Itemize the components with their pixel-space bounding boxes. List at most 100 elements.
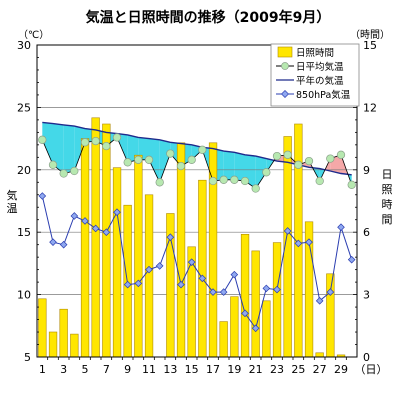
- right-tick-label-9: 9: [363, 164, 370, 177]
- 850hpa-point-day-7: [102, 228, 111, 236]
- 850hpa-point-day-15: [187, 258, 196, 266]
- x-tick-label-29: 29: [334, 363, 348, 376]
- left-axis-label-char-0: 温: [7, 202, 18, 215]
- 850hpa-point-day-14: [177, 280, 185, 289]
- 850hpa-point-day-5: [81, 217, 89, 225]
- daily-mean-point-day-25: [294, 160, 303, 169]
- x-tick-label-21: 21: [249, 363, 263, 376]
- daily-mean-point-day-9: [123, 158, 132, 167]
- 850hpa-point-day-26: [305, 238, 313, 246]
- sunshine-bar-day-28: [326, 273, 335, 358]
- axes: [36, 44, 358, 360]
- grid-lines: [37, 107, 357, 295]
- legend-marker-daily-mean: [281, 62, 289, 70]
- 850hpa-point-day-24: [283, 227, 292, 235]
- right-axis-label-char-2: 時: [382, 198, 393, 211]
- below-normal-fill-4-0: [74, 126, 85, 171]
- below-normal-fill-2-0: [53, 123, 64, 174]
- daily-mean-point-day-6: [91, 136, 100, 146]
- right-tick-label-12: 12: [363, 101, 377, 114]
- 850hpa-point-day-21: [251, 324, 260, 333]
- legend-entry-850hpa: 850hPa気温: [276, 89, 351, 101]
- right-axis-label-char-1: 照: [382, 183, 393, 196]
- 850hpa-point-day-18: [219, 288, 228, 296]
- 850hpa-point-day-22: [262, 284, 271, 293]
- x-tick-label-23: 23: [270, 363, 284, 376]
- right-tick-label-0: 0: [363, 351, 370, 364]
- 850hpa-point-day-29: [337, 223, 345, 232]
- sunshine-bar-day-27: [315, 352, 324, 358]
- daily-mean-point-day-15: [187, 155, 196, 164]
- x-tick-label-11: 11: [142, 363, 156, 376]
- daily-mean-point-day-30: [347, 180, 356, 189]
- sunshine-bar-day-4: [70, 333, 79, 358]
- legend-entry-daily-mean: 日平均気温: [276, 61, 344, 73]
- sunshine-bar-day-18: [219, 321, 228, 358]
- legend-label-normal: 平年の気温: [296, 75, 344, 87]
- 850hpa-point-day-8: [113, 208, 121, 217]
- daily-mean-point-day-19: [230, 175, 239, 184]
- x-tick-label-13: 13: [163, 363, 177, 376]
- legend-label-daily-mean: 日平均気温: [296, 61, 344, 73]
- daily-mean-point-day-5: [80, 138, 90, 147]
- sunshine-bar-day-21: [251, 250, 260, 358]
- right-tick-label-3: 3: [363, 289, 370, 302]
- sunshine-bar-day-16: [198, 179, 207, 358]
- legend-label-sunshine: 日照時間: [296, 48, 334, 59]
- daily-mean-point-day-20: [240, 176, 250, 186]
- daily-mean-point-day-14: [176, 161, 186, 171]
- 850hpa-point-day-2: [49, 238, 57, 246]
- sunshine-bar-day-1: [38, 298, 47, 358]
- daily-mean-point-day-16: [198, 145, 207, 154]
- sunshine-bar-day-6: [91, 117, 100, 358]
- below-normal-fill-11-0: [149, 138, 160, 183]
- x-tick-label-1: 1: [39, 363, 46, 376]
- right-axis-label-char-0: 日: [382, 168, 393, 181]
- sunshine-bar-day-10: [134, 154, 143, 358]
- left-tick-label-10: 10: [17, 289, 31, 302]
- daily-mean-point-day-12: [155, 178, 164, 187]
- right-axis-label-char-3: 間: [382, 213, 393, 226]
- daily-mean-point-day-2: [48, 160, 58, 169]
- right-axis-unit: （時間）: [350, 29, 390, 41]
- 850hpa-point-day-9: [123, 280, 132, 289]
- right-tick-label-6: 6: [363, 226, 370, 239]
- daily-mean-point-day-18: [219, 175, 228, 184]
- left-tick-label-20: 20: [17, 164, 31, 177]
- daily-mean-point-day-27: [315, 176, 324, 186]
- sunshine-bar-day-22: [262, 300, 271, 358]
- x-tick-label-17: 17: [206, 363, 220, 376]
- legend-label-850hpa: 850hPa気温: [296, 89, 351, 101]
- x-tick-label-3: 3: [60, 363, 67, 376]
- left-tick-label-30: 30: [17, 39, 31, 52]
- legend-entry-normal: 平年の気温: [276, 75, 344, 87]
- 850hpa-point-day-25: [294, 239, 303, 248]
- 850hpa-point-day-4: [70, 212, 79, 220]
- sunshine-bar-day-14: [176, 142, 186, 358]
- below-normal-fill-18-0: [223, 151, 235, 180]
- x-tick-label-7: 7: [103, 363, 110, 376]
- sunshine-bar-day-8: [112, 167, 122, 358]
- temperature-anomaly-fills: [42, 122, 352, 189]
- sunshine-bar-day-3: [59, 308, 68, 358]
- below-normal-fill-19-0: [234, 152, 245, 181]
- x-tick-label-9: 9: [124, 363, 131, 376]
- daily-mean-point-day-28: [326, 154, 335, 163]
- left-tick-label-25: 25: [17, 101, 31, 114]
- daily-mean-point-day-17: [208, 176, 218, 186]
- daily-mean-point-day-29: [336, 150, 346, 159]
- daily-mean-point-day-11: [144, 155, 154, 164]
- x-tick-label-19: 19: [227, 363, 241, 376]
- 850hpa-point-day-6: [91, 224, 100, 233]
- below-normal-fill-21-0: [255, 156, 267, 189]
- daily-mean-point-day-8: [112, 133, 122, 142]
- 850hpa-point-day-27: [315, 297, 324, 305]
- 850hpa-point-day-3: [59, 240, 68, 249]
- x-axis-unit: （日）: [355, 363, 388, 376]
- legend-entry-sunshine: 日照時間: [277, 46, 334, 59]
- daily-mean-point-day-1: [38, 135, 47, 144]
- x-tick-label-25: 25: [291, 363, 305, 376]
- daily-mean-point-day-26: [304, 156, 314, 166]
- sunshine-bar-day-23: [272, 242, 282, 358]
